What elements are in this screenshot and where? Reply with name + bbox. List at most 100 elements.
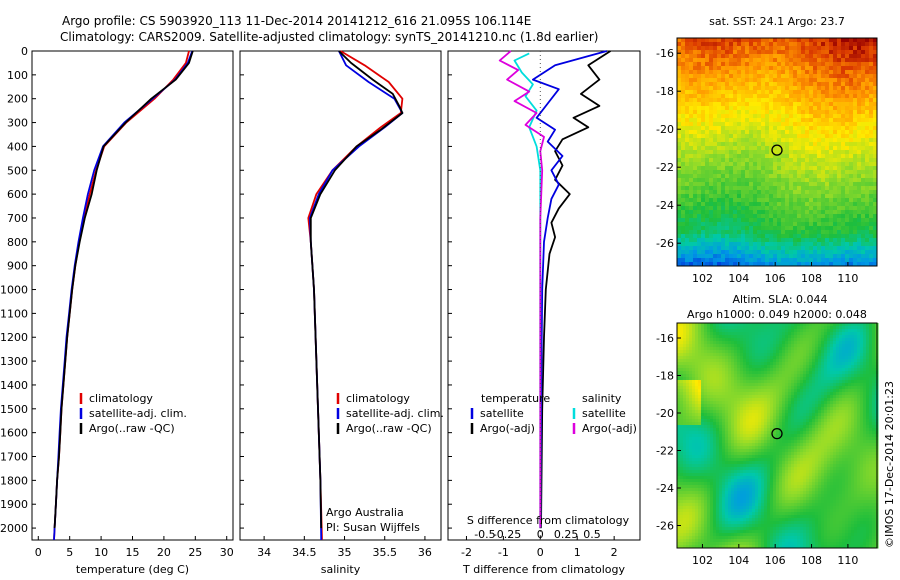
- map-y-tick-label: -24: [656, 482, 674, 495]
- y-tick-label: 1100: [0, 307, 28, 320]
- y-tick-label: 1000: [0, 284, 28, 297]
- x-tick-label: 20: [157, 546, 171, 559]
- map-x-tick-label: 104: [728, 554, 749, 567]
- legend-label: Argo(..raw -QC): [346, 422, 432, 435]
- argo-position-marker: [771, 427, 783, 440]
- series-line-2: [53, 50, 194, 529]
- x-tick-label: 35: [338, 546, 352, 559]
- sla-map-title: Altim. SLA: 0.044: [732, 293, 827, 306]
- x-tick-label: 34: [257, 546, 271, 559]
- panel-frame: [447, 50, 641, 541]
- x-tick-label: 0: [537, 546, 544, 559]
- map-x-tick-label: 102: [692, 554, 713, 567]
- map-x-tick-label: 106: [765, 272, 786, 285]
- header-line2: Climatology: CARS2009. Satellite-adjuste…: [60, 30, 598, 44]
- series-line-3: [498, 50, 545, 529]
- legend-label: satellite: [480, 407, 524, 420]
- top-tick-label: 0.5: [583, 528, 601, 541]
- map-sst_map: 102 104 106 108 110 -16 -18 -20 -22 -24 -26 sat. SS…: [656, 15, 878, 285]
- legend-label: Argo(-adj): [582, 422, 637, 435]
- y-tick-label: 1700: [0, 451, 28, 464]
- legend-label: Argo(-adj): [480, 422, 535, 435]
- panel-frame: [239, 50, 442, 541]
- panel-salinity: 34 34.5 35 35.5 36 salinity climatology satelli…: [239, 50, 444, 576]
- map-frame: [676, 322, 878, 549]
- series-line-0: [53, 50, 190, 541]
- argo-position-marker: [771, 144, 783, 156]
- y-tick-label: 0: [21, 45, 28, 58]
- legend-label: satellite-adj. clim.: [89, 407, 187, 420]
- series-line-2: [309, 50, 404, 529]
- sla-map-subtitle: Argo h1000: 0.049 h2000: 0.048: [687, 308, 867, 321]
- legend-label: satellite-adj. clim.: [346, 407, 444, 420]
- x-tick-label: -2: [461, 546, 472, 559]
- y-tick-label: 100: [7, 69, 28, 82]
- map-x-tick-label: 102: [692, 272, 713, 285]
- map-y-tick-label: -24: [656, 199, 674, 212]
- map-y-tick-label: -18: [656, 370, 674, 383]
- x-tick-label: 2: [611, 546, 618, 559]
- map-sla_map: 102 104 106 108 110 -16 -18 -20 -22 -24 -26 Altim. …: [656, 293, 879, 567]
- panel-differences: -2 -1 0 1 2 T difference from climatology S di…: [447, 50, 641, 576]
- legend-title-temperature: temperature: [481, 392, 550, 405]
- annotation-line: Argo Australia: [326, 506, 404, 519]
- y-tick-label: 2000: [0, 522, 28, 535]
- x-tick-label: 15: [126, 546, 140, 559]
- map-x-tick-label: 110: [837, 554, 858, 567]
- y-tick-label: 1300: [0, 355, 28, 368]
- x-tick-label: 10: [94, 546, 108, 559]
- series-line-0: [540, 50, 611, 529]
- legend-label: climatology: [346, 392, 410, 405]
- x-axis-label: salinity: [321, 563, 361, 576]
- top-axis-label: S difference from climatology: [467, 514, 630, 527]
- panel-frame: [31, 50, 234, 541]
- top-tick-label: -0.25: [493, 528, 521, 541]
- y-tick-label: 200: [7, 93, 28, 106]
- x-tick-label: 1: [574, 546, 581, 559]
- y-tick-label: 600: [7, 188, 28, 201]
- map-y-tick-label: -22: [656, 445, 674, 458]
- map-y-tick-label: -26: [656, 520, 674, 533]
- map-y-tick-label: -16: [656, 47, 674, 60]
- y-tick-label: 700: [7, 212, 28, 225]
- map-x-tick-label: 108: [801, 272, 822, 285]
- header-line1: Argo profile: CS 5903920_113 11-Dec-2014…: [62, 14, 531, 28]
- x-tick-label: 25: [188, 546, 202, 559]
- map-x-tick-label: 110: [837, 272, 858, 285]
- map-x-tick-label: 108: [801, 554, 822, 567]
- legend-label: satellite: [582, 407, 626, 420]
- map-x-tick-label: 106: [765, 554, 786, 567]
- y-tick-label: 300: [7, 117, 28, 130]
- map-cells: [677, 323, 879, 549]
- panel-temperature: 0 5 10 15 20 25 30 temperature (deg C) 0 100 200 30…: [0, 45, 234, 576]
- y-tick-label: 1900: [0, 498, 28, 511]
- legend-title-salinity: salinity: [582, 392, 622, 405]
- y-tick-label: 1400: [0, 379, 28, 392]
- imos-watermark: ©IMOS 17-Dec-2014 20:01:23: [883, 381, 896, 548]
- x-tick-label: 5: [66, 546, 73, 559]
- y-tick-label: 1200: [0, 331, 28, 344]
- annotation-line: PI: Susan Wijffels: [326, 521, 420, 534]
- map-x-tick-label: 104: [728, 272, 749, 285]
- map-y-tick-label: -20: [656, 123, 674, 136]
- map-frame: [676, 37, 878, 267]
- map-y-tick-label: -20: [656, 407, 674, 420]
- y-tick-label: 500: [7, 164, 28, 177]
- series-line-1: [532, 50, 608, 529]
- map-y-tick-label: -22: [656, 161, 674, 174]
- top-tick-label: -0.5: [474, 528, 495, 541]
- map-y-tick-label: -18: [656, 85, 674, 98]
- series-line-2: [513, 52, 542, 529]
- map-y-tick-label: -16: [656, 332, 674, 345]
- y-tick-label: 800: [7, 236, 28, 249]
- y-tick-label: 1800: [0, 474, 28, 487]
- sst-map-title: sat. SST: 24.1 Argo: 23.7: [709, 15, 845, 28]
- map-cells: [677, 38, 878, 267]
- x-tick-label: 35.5: [372, 546, 397, 559]
- x-tick-label: -1: [498, 546, 509, 559]
- x-axis-label: T difference from climatology: [462, 563, 625, 576]
- x-axis-label: temperature (deg C): [76, 563, 189, 576]
- legend-label: Argo(..raw -QC): [89, 422, 175, 435]
